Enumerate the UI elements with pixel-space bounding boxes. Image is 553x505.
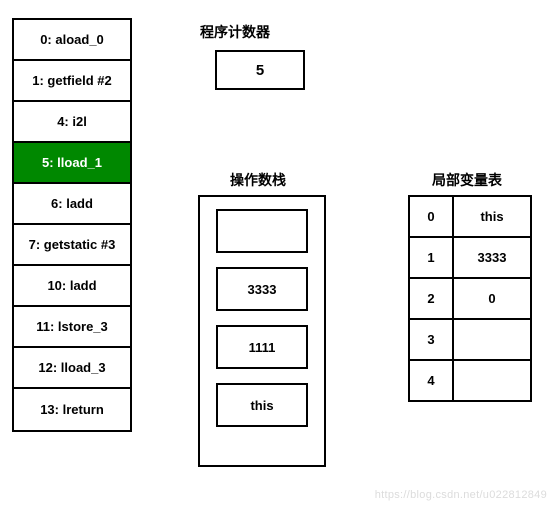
local-vars-label: 局部变量表	[432, 170, 502, 190]
program-counter-label: 程序计数器	[200, 22, 270, 42]
stack-slot: 1111	[216, 325, 308, 369]
stack-slot: this	[216, 383, 308, 427]
table-row: 3	[409, 319, 531, 360]
instruction-item: 6: ladd	[14, 184, 130, 225]
instruction-item: 11: lstore_3	[14, 307, 130, 348]
operand-stack-label: 操作数栈	[230, 170, 286, 190]
instruction-item: 7: getstatic #3	[14, 225, 130, 266]
instruction-item: 4: i2l	[14, 102, 130, 143]
table-row: 4	[409, 360, 531, 401]
local-index: 2	[409, 278, 453, 319]
local-value	[453, 319, 531, 360]
table-row: 1 3333	[409, 237, 531, 278]
stack-slot	[216, 209, 308, 253]
table-row: 0 this	[409, 196, 531, 237]
table-row: 2 0	[409, 278, 531, 319]
local-value: 0	[453, 278, 531, 319]
instruction-item-active: 5: lload_1	[14, 143, 130, 184]
local-value: this	[453, 196, 531, 237]
local-index: 3	[409, 319, 453, 360]
local-index: 0	[409, 196, 453, 237]
local-value	[453, 360, 531, 401]
local-value: 3333	[453, 237, 531, 278]
operand-stack: 3333 1111 this	[198, 195, 326, 467]
instruction-item: 0: aload_0	[14, 20, 130, 61]
program-counter-value: 5	[215, 50, 305, 90]
local-index: 1	[409, 237, 453, 278]
local-index: 4	[409, 360, 453, 401]
local-vars-table: 0 this 1 3333 2 0 3 4	[408, 195, 532, 402]
instruction-item: 1: getfield #2	[14, 61, 130, 102]
instruction-item: 10: ladd	[14, 266, 130, 307]
watermark-text: https://blog.csdn.net/u022812849	[375, 489, 547, 501]
stack-slot: 3333	[216, 267, 308, 311]
instruction-item: 13: lreturn	[14, 389, 130, 430]
instruction-list: 0: aload_0 1: getfield #2 4: i2l 5: lloa…	[12, 18, 132, 432]
instruction-item: 12: lload_3	[14, 348, 130, 389]
